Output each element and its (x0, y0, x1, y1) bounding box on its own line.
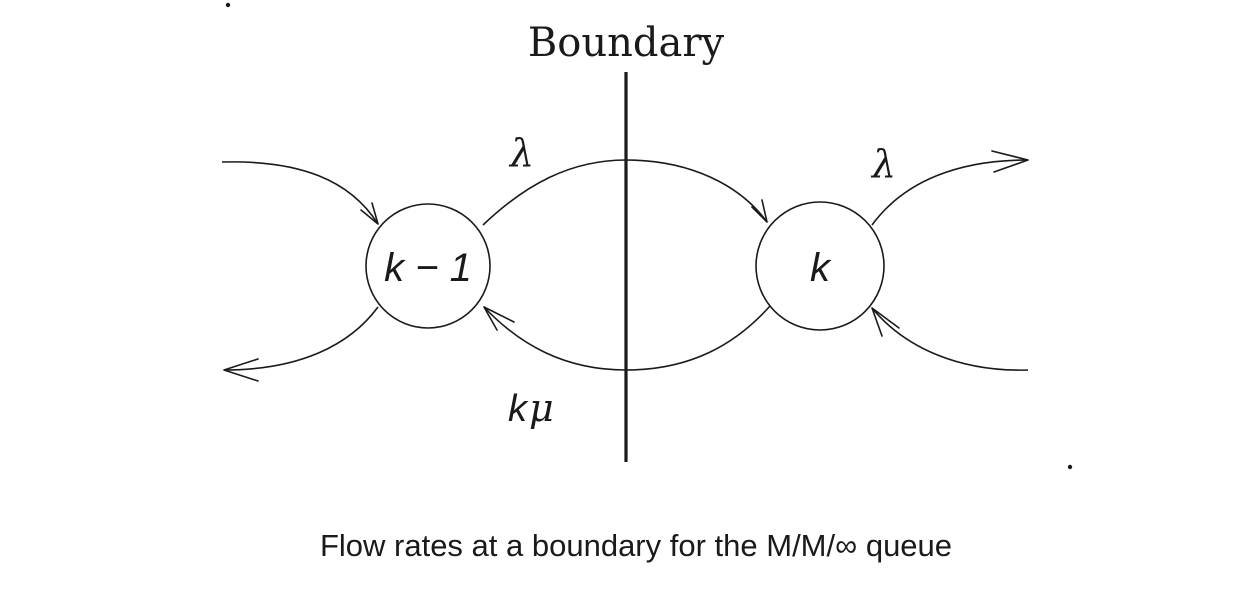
arrival-between-edge (482, 159, 768, 226)
rate-label-mu-part: μ (529, 386, 554, 430)
arrival-between-arrowhead (751, 199, 768, 223)
arrival-in-edge (221, 161, 379, 225)
rate-label-arrival-out: λ (870, 142, 896, 186)
departure-out-edge (223, 306, 379, 371)
departure-in-arrowhead (871, 307, 900, 337)
state-node-k (755, 201, 885, 331)
departure-between-arrowhead (483, 306, 515, 331)
departure-between-edge (483, 305, 771, 371)
rate-label-departure-between: kμ (508, 386, 554, 430)
state-label-k-minus-1: k − 1 (384, 246, 472, 290)
rate-label-arrival-between: λ (508, 131, 534, 175)
state-node-k-minus-1 (365, 203, 491, 329)
departure-in-edge (871, 307, 1029, 371)
arrival-out-edge (871, 159, 1029, 226)
diagram-caption: Flow rates at a boundary for the M/M/∞ q… (320, 528, 952, 563)
arrival-in-arrowhead (360, 202, 379, 225)
arrival-out-arrowhead (991, 150, 1029, 173)
boundary-label: Boundary (528, 20, 725, 66)
stray-dot-bottom-right (1067, 464, 1073, 470)
departure-out-arrowhead (223, 358, 259, 382)
stray-dot-top-left (225, 2, 231, 8)
state-label-k: k (810, 246, 832, 290)
rate-label-k-part: k (508, 388, 529, 430)
